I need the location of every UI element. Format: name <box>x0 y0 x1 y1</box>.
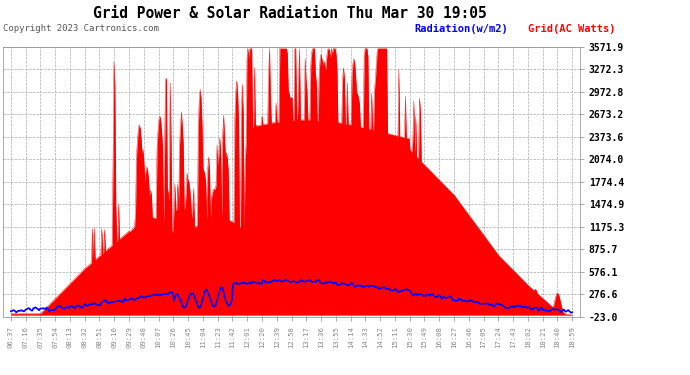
Text: Radiation(w/m2): Radiation(w/m2) <box>414 24 508 34</box>
Text: Grid Power & Solar Radiation Thu Mar 30 19:05: Grid Power & Solar Radiation Thu Mar 30 … <box>93 6 486 21</box>
Text: Copyright 2023 Cartronics.com: Copyright 2023 Cartronics.com <box>3 24 159 33</box>
Text: Grid(AC Watts): Grid(AC Watts) <box>528 24 615 34</box>
